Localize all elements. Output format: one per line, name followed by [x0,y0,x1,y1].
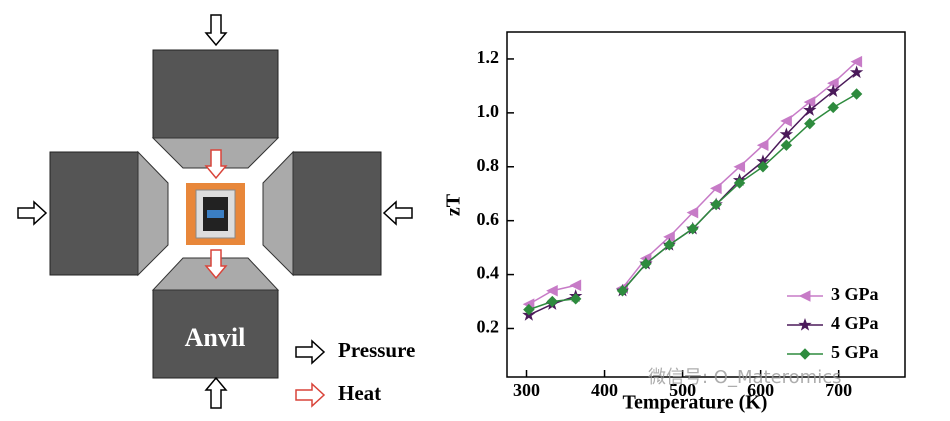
marker [803,103,817,116]
y-tick-label: 0.8 [477,155,500,175]
y-tick-label: 0.2 [477,317,500,337]
marker [798,317,812,331]
arrow [382,200,413,226]
marker [640,258,652,270]
marker [850,88,863,100]
marker [799,348,811,360]
marker [804,117,816,130]
series-line [528,61,858,305]
x-tick-label: 700 [825,380,852,400]
marker [569,293,582,305]
x-tick-label: 600 [747,380,774,400]
x-tick-label: 400 [591,380,618,400]
watermark: 微信号: O_Materomics [648,367,841,388]
bottom-anvil [152,289,279,379]
left-anvil [49,151,139,276]
arrow [295,339,326,365]
marker [779,127,794,141]
marker [546,284,558,297]
x-axis-label: Temperature (K) [623,392,768,414]
marker [616,285,629,297]
marker [733,177,746,189]
left-anvil-tip [137,150,169,277]
marker [686,206,699,219]
plot-frame [506,31,906,378]
marker [733,160,746,173]
marker [756,139,769,152]
chart: Temperature (K) zT 300 400 500 600 700 0.2 0.4… [443,31,906,414]
diagram: Anvil Pressure Heat [17,14,415,409]
marker [687,223,699,235]
arrow [204,376,228,409]
y-tick-label: 1.2 [477,47,500,67]
y-axis-label: zT [443,193,465,216]
arrow [17,200,48,226]
marker [850,55,863,68]
top-anvil [152,49,279,139]
x-tick-label: 500 [669,380,696,400]
arrow [204,14,228,47]
legend-label: 5 GPa [831,342,879,362]
y-tick-label: 0.6 [477,209,500,229]
marker [827,101,839,114]
heat-label: Heat [338,381,381,405]
x-tick-label: 300 [513,380,540,400]
y-tick-label: 0.4 [477,263,500,283]
arrow [204,149,228,180]
marker [663,239,676,251]
legend-label: 4 GPa [831,313,879,333]
marker [523,303,535,316]
heat-arrows [204,149,326,408]
arrow [204,249,228,280]
pressure-label: Pressure [338,338,415,362]
marker [849,65,864,79]
arrow [295,382,326,408]
marker [569,279,582,292]
marker [798,290,811,302]
pressure-arrows [17,14,413,409]
marker [710,182,722,195]
right-anvil [292,151,382,276]
marker [710,198,722,211]
legend-label: 3 GPa [831,284,879,304]
anvil-label: Anvil [185,323,246,352]
marker [780,139,793,151]
marker [780,115,792,127]
marker [757,161,769,173]
sample-core [207,210,224,218]
y-tick-label: 1.0 [477,101,500,121]
marker [826,84,840,97]
marker [546,295,558,308]
right-anvil-tip [262,150,294,277]
